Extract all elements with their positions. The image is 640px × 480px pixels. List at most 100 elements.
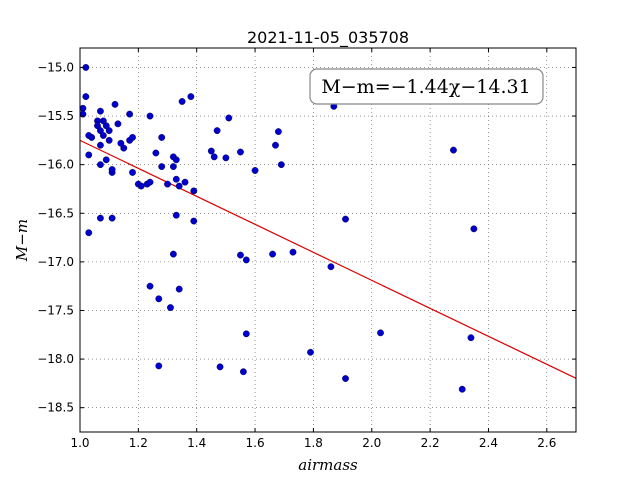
data-point	[470, 225, 478, 233]
data-point	[210, 153, 218, 161]
data-point	[190, 187, 198, 195]
data-point	[169, 163, 177, 171]
data-point	[327, 263, 335, 271]
data-point	[289, 248, 297, 256]
data-point	[99, 132, 107, 139]
data-point	[102, 156, 110, 164]
y-ticks: −15.0 −15.5 −16.0 −16.5 −17.0 −17.5 −18.0 −18.5	[37, 60, 576, 415]
plot-area	[80, 48, 576, 432]
data-point	[342, 375, 349, 382]
x-tick-label: 1.0	[70, 436, 89, 450]
data-point	[146, 112, 154, 120]
data-point	[129, 169, 136, 176]
data-point	[181, 178, 189, 186]
y-tick-label: −17.0	[37, 255, 74, 269]
y-tick-label: −18.5	[37, 401, 74, 415]
y-tick-label: −18.0	[37, 352, 74, 366]
data-point	[269, 250, 276, 258]
data-point	[108, 166, 116, 173]
data-point	[146, 178, 154, 186]
data-point	[216, 363, 224, 371]
data-point	[137, 182, 145, 190]
data-point	[158, 163, 166, 171]
chart-title: 2021-11-05_035708	[247, 28, 409, 48]
data-point	[152, 149, 160, 157]
y-tick-label: −15.5	[37, 109, 74, 123]
data-point	[172, 211, 180, 219]
annotation-box	[309, 68, 544, 105]
data-point	[242, 256, 250, 264]
fit-annotation: M−m=−1.44χ−14.31	[309, 68, 544, 105]
data-point	[111, 100, 119, 108]
data-point	[175, 285, 183, 293]
data-point	[213, 127, 221, 135]
data-point	[85, 229, 93, 237]
data-point	[172, 175, 180, 183]
data-point	[237, 148, 244, 156]
data-point	[97, 214, 104, 222]
data-point	[97, 107, 104, 115]
x-tick-label: 2.2	[421, 436, 440, 450]
data-point	[222, 154, 230, 162]
data-point	[167, 304, 174, 311]
y-tick-label: −15.0	[37, 60, 74, 74]
x-ticks: 1.0 1.2 1.4 1.6 1.8 2.0 2.2 2.4 2.6	[70, 48, 556, 450]
data-point	[242, 330, 250, 338]
data-point	[272, 141, 279, 149]
data-point	[79, 104, 87, 112]
data-point	[120, 144, 128, 152]
x-tick-label: 2.6	[537, 436, 556, 450]
data-point	[158, 134, 166, 141]
data-point	[225, 114, 233, 122]
y-axis-label: M−m	[13, 219, 31, 262]
data-point	[190, 217, 198, 225]
data-point	[97, 161, 104, 169]
data-point	[146, 282, 154, 290]
data-point	[169, 250, 177, 258]
fit-line-group	[79, 139, 577, 379]
data-point	[342, 215, 349, 223]
data-point	[105, 136, 113, 144]
data-point	[450, 146, 457, 154]
data-point	[114, 120, 122, 128]
data-point	[172, 156, 180, 164]
data-point	[207, 147, 215, 155]
y-tick-label: −16.0	[37, 158, 74, 172]
fit-line	[79, 139, 577, 379]
data-point	[277, 161, 285, 169]
data-point	[85, 151, 93, 159]
x-tick-label: 2.0	[362, 436, 381, 450]
data-point	[175, 182, 183, 190]
x-tick-label: 1.8	[304, 436, 323, 450]
data-point	[155, 362, 163, 370]
data-points	[79, 64, 478, 393]
x-tick-label: 1.4	[187, 436, 206, 450]
annotation-text: M−m=−1.44χ−14.31	[321, 76, 530, 98]
data-point	[377, 329, 384, 337]
data-point	[458, 385, 466, 393]
x-axis-label: airmass	[298, 456, 358, 474]
data-point	[237, 251, 244, 259]
data-point	[251, 167, 259, 174]
y-tick-label: −17.5	[37, 303, 74, 317]
x-tick-label: 1.2	[129, 436, 148, 450]
x-tick-label: 2.4	[479, 436, 498, 450]
data-point	[88, 134, 96, 141]
data-point	[155, 295, 163, 303]
data-point	[178, 98, 186, 105]
data-point	[467, 334, 475, 342]
data-point	[307, 348, 314, 356]
data-point	[105, 127, 113, 135]
y-tick-label: −16.5	[37, 206, 74, 220]
data-point	[129, 134, 136, 141]
data-point	[97, 141, 104, 149]
data-point	[126, 110, 134, 118]
data-point	[239, 368, 247, 376]
data-point	[187, 93, 195, 101]
plot-frame	[79, 47, 577, 433]
data-point	[274, 128, 282, 136]
data-point	[82, 93, 90, 101]
data-point	[164, 180, 171, 188]
data-point	[108, 214, 116, 222]
